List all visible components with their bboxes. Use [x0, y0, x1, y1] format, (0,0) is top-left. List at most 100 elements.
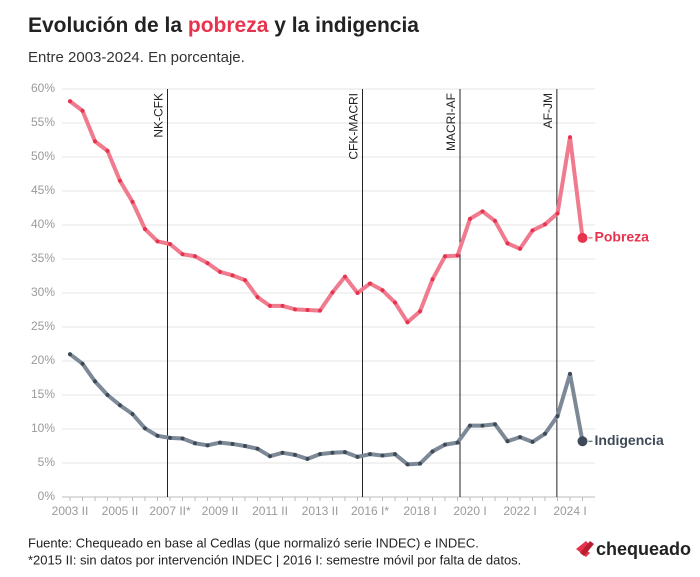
point [330, 450, 335, 455]
point [393, 300, 397, 305]
point [180, 436, 185, 441]
era-label: NK-CFK [152, 93, 166, 138]
x-tick-label: 2007 II* [149, 504, 191, 518]
point [393, 452, 397, 457]
point [368, 452, 372, 457]
point [355, 454, 360, 459]
point [577, 232, 588, 243]
point [518, 246, 522, 251]
point [93, 139, 97, 144]
point [193, 441, 197, 446]
point [305, 308, 310, 312]
y-tick-label: 30% [31, 285, 55, 299]
point [255, 446, 260, 451]
point [505, 241, 510, 246]
y-tick-label: 5% [38, 455, 56, 469]
point [480, 209, 485, 214]
y-tick-label: 35% [31, 251, 55, 265]
title-part: y la indigencia [274, 14, 419, 37]
series-label: Pobreza [595, 229, 650, 245]
x-tick-label: 2003 II [52, 504, 89, 518]
point [193, 254, 197, 259]
point [505, 439, 510, 444]
point [480, 423, 485, 428]
point [155, 433, 160, 438]
series-label: Indigencia [595, 432, 664, 448]
point [343, 274, 347, 279]
y-tick-label: 10% [31, 421, 55, 435]
x-tick-label: 2016 I* [351, 504, 389, 518]
point [405, 462, 410, 467]
point [280, 303, 285, 308]
point [555, 414, 560, 419]
point [530, 439, 535, 444]
point [218, 269, 222, 274]
point [105, 393, 110, 397]
point [418, 309, 422, 314]
point [430, 277, 435, 282]
point [243, 278, 247, 283]
point [218, 440, 222, 445]
point [380, 453, 385, 458]
point [243, 444, 247, 448]
y-tick-label: 20% [31, 353, 55, 367]
point [543, 431, 547, 436]
point [268, 303, 272, 308]
point [443, 442, 447, 447]
x-tick-label: 2009 II [202, 504, 239, 518]
point [143, 227, 147, 232]
point [568, 135, 572, 140]
point [318, 308, 322, 313]
note: *2015 II: sin datos por intervención IND… [28, 552, 521, 567]
point [68, 99, 72, 104]
point [493, 218, 497, 223]
point [155, 239, 160, 244]
x-tick-label: 2013 II [302, 504, 339, 518]
chart-title: Evolución de la pobreza y la indigencia [28, 14, 419, 37]
title-part: Evolución de la [28, 14, 182, 37]
point [443, 254, 447, 259]
point [205, 261, 210, 266]
point [293, 452, 297, 457]
title-part: pobreza [188, 14, 269, 37]
x-tick-label: 2022 I [503, 504, 536, 518]
point [530, 228, 535, 233]
era-label: MACRI-AF [444, 93, 458, 151]
point [130, 412, 135, 417]
era-label: AF-JM [541, 93, 555, 128]
point [493, 422, 497, 427]
y-tick-label: 0% [38, 489, 56, 503]
point [80, 108, 85, 113]
point [343, 450, 347, 455]
x-tick-label: 2011 II [252, 504, 288, 518]
point [130, 199, 135, 204]
point [230, 273, 235, 278]
point [205, 443, 210, 448]
y-tick-label: 45% [31, 183, 55, 197]
point [568, 371, 572, 376]
point [143, 426, 147, 431]
logo-icon [580, 541, 594, 556]
point [318, 452, 322, 457]
point [118, 403, 122, 408]
point [168, 242, 172, 247]
x-tick-label: 2018 I [403, 504, 436, 518]
series-line [68, 99, 585, 325]
point [468, 216, 472, 221]
point [577, 436, 588, 447]
point [93, 379, 97, 384]
point [118, 178, 122, 183]
y-tick-label: 50% [31, 149, 55, 163]
y-tick-label: 25% [31, 319, 55, 333]
logo-text: chequeado [596, 539, 691, 559]
y-tick-label: 40% [31, 217, 55, 231]
point [305, 456, 310, 461]
point [518, 435, 522, 440]
y-tick-label: 55% [31, 115, 55, 129]
point [455, 440, 460, 445]
point [293, 307, 297, 312]
point [555, 211, 560, 216]
x-tick-label: 2005 II [102, 504, 139, 518]
point [368, 281, 372, 286]
